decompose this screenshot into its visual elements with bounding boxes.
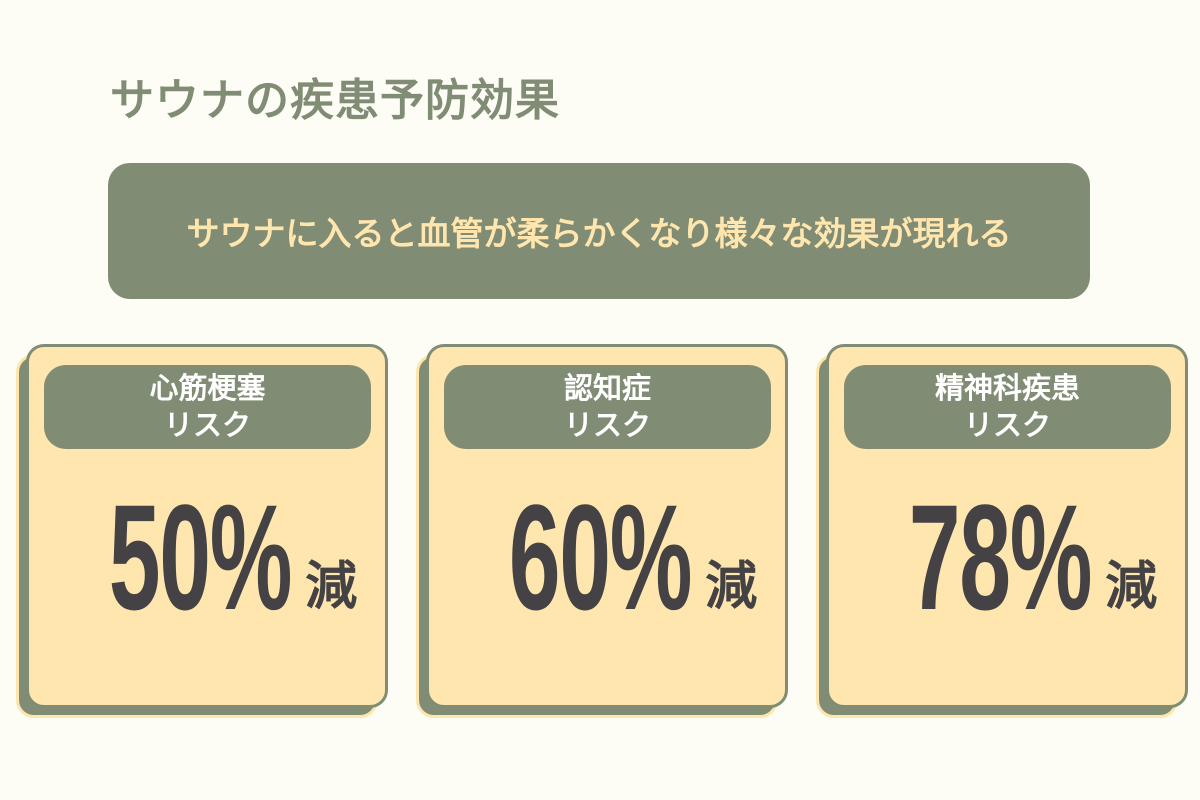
page-title: サウナの疾患予防効果 [110,75,560,126]
unit: 減 [705,557,758,617]
card-body: 心筋梗塞 リスク 50% 減 [26,344,388,708]
unit: 減 [1105,557,1158,617]
percent: 78% [908,473,1093,641]
stat-card-dementia: 認知症 リスク 60% 減 [416,344,788,718]
stat-card-heart-attack: 心筋梗塞 リスク 50% 減 [16,344,388,718]
label-line2: リスク [563,408,651,442]
stat-value: 78% 減 [829,473,1185,641]
card-body: 認知症 リスク 60% 減 [426,344,788,708]
card-label: 認知症 リスク [444,365,771,449]
percent: 50% [108,473,293,641]
unit: 減 [305,557,358,617]
label-line2: リスク [163,408,251,442]
stat-value: 60% 減 [429,473,785,641]
stat-value: 50% 減 [29,473,385,641]
banner-text: サウナに入ると血管が柔らかくなり様々な効果が現れる [186,214,1012,253]
percent: 60% [508,473,693,641]
card-label: 心筋梗塞 リスク [44,365,371,449]
label-line2: リスク [963,408,1051,442]
label-line1: 認知症 [563,371,651,405]
card-label: 精神科疾患 リスク [844,365,1171,449]
card-body: 精神科疾患 リスク 78% 減 [826,344,1188,708]
stat-card-psychiatric: 精神科疾患 リスク 78% 減 [816,344,1188,718]
summary-banner: サウナに入ると血管が柔らかくなり様々な効果が現れる [108,163,1090,299]
label-line1: 心筋梗塞 [149,371,266,405]
label-line1: 精神科疾患 [934,371,1080,405]
